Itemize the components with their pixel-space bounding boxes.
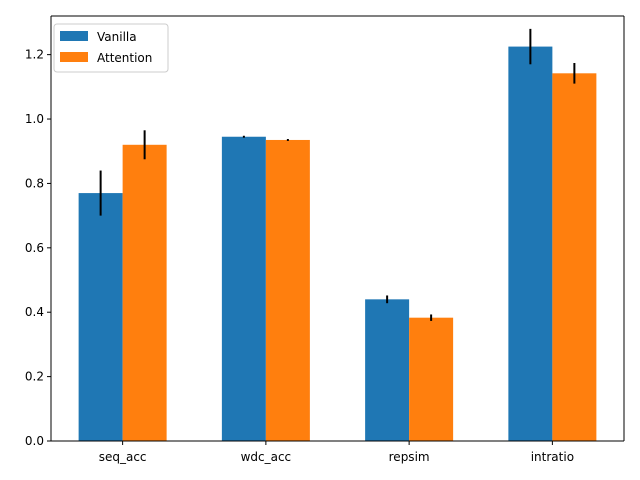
x-axis: seq_acc wdc_acc repsim intratio <box>99 441 574 464</box>
legend-swatch-vanilla <box>60 31 88 41</box>
y-tick-label: 1.0 <box>25 112 44 126</box>
bar-vanilla-wdc-acc <box>221 136 266 441</box>
bar-attention-seq-acc <box>122 144 167 441</box>
error-bars-group <box>99 28 576 321</box>
x-tick-label-seq-acc: seq_acc <box>99 450 147 464</box>
axes-frame <box>50 15 625 442</box>
y-axis: 0.0 0.2 0.4 0.6 0.8 1.0 1.2 <box>25 48 51 448</box>
bar-attention-wdc-acc <box>265 139 310 442</box>
y-tick-label: 0.8 <box>25 176 44 190</box>
bar-vanilla-repsim <box>365 299 410 441</box>
bar-attention-intratio <box>552 73 597 441</box>
bars-group <box>78 46 597 442</box>
bar-attention-repsim <box>409 317 454 441</box>
legend-label-attention: Attention <box>97 51 152 65</box>
bar-vanilla-intratio <box>508 46 553 441</box>
bar-vanilla-seq-acc <box>78 193 123 441</box>
x-tick-label-wdc-acc: wdc_acc <box>241 450 292 464</box>
x-tick-label-repsim: repsim <box>389 450 430 464</box>
y-tick-label: 0.6 <box>25 241 44 255</box>
y-tick-label: 0.2 <box>25 370 44 384</box>
legend-swatch-attention <box>60 52 88 62</box>
y-tick-label: 1.2 <box>25 48 44 62</box>
legend-label-vanilla: Vanilla <box>97 30 137 44</box>
x-tick-label-intratio: intratio <box>531 450 574 464</box>
y-tick-label: 0.0 <box>25 434 44 448</box>
legend: Vanilla Attention <box>53 23 169 73</box>
y-tick-label: 0.4 <box>25 305 44 319</box>
